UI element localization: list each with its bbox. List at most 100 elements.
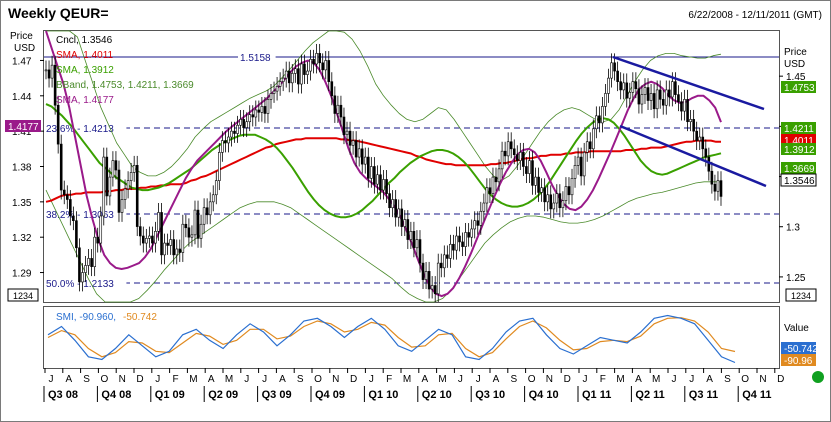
candle-body bbox=[537, 176, 540, 193]
y-tick-right-label: 1.3 bbox=[786, 223, 800, 234]
candle-body bbox=[108, 176, 112, 197]
quarter-label: Q2 11 bbox=[635, 389, 664, 401]
month-label: N bbox=[332, 374, 339, 385]
month-label: O bbox=[741, 374, 749, 385]
value-badge bbox=[781, 122, 816, 134]
candle-body bbox=[446, 254, 449, 259]
candle-body bbox=[582, 152, 586, 177]
candle-body bbox=[227, 136, 230, 144]
candle-body bbox=[604, 93, 607, 107]
candle-body bbox=[132, 165, 136, 173]
candle-body bbox=[683, 99, 686, 112]
y-tick-right-label: 1.25 bbox=[786, 273, 806, 284]
candle-body bbox=[686, 99, 689, 123]
candle-body bbox=[47, 69, 51, 79]
candle-body bbox=[634, 81, 638, 90]
candle-body bbox=[154, 231, 157, 244]
candle-body bbox=[287, 70, 291, 84]
quarter-label: Q1 10 bbox=[368, 389, 398, 401]
price-label-right-1: Price bbox=[784, 47, 807, 58]
candle-body bbox=[479, 210, 483, 226]
candle-body bbox=[336, 104, 340, 114]
candle-body bbox=[172, 239, 176, 256]
candle-body bbox=[695, 130, 698, 141]
candle-body bbox=[257, 109, 261, 113]
candle-body bbox=[680, 101, 683, 112]
month-label: J bbox=[476, 374, 481, 385]
candle-body bbox=[698, 136, 702, 141]
candle-body bbox=[93, 236, 96, 267]
candle-body bbox=[491, 176, 495, 194]
smi-line bbox=[47, 314, 736, 364]
candle-body bbox=[567, 186, 571, 196]
candle-body bbox=[205, 207, 209, 216]
candle-body bbox=[211, 194, 215, 203]
candle-body bbox=[363, 156, 367, 165]
y-tick-left-label: 1.32 bbox=[12, 233, 32, 244]
quarter-label: Q3 10 bbox=[475, 389, 505, 401]
value-badge bbox=[781, 162, 816, 174]
candle-body bbox=[75, 220, 78, 249]
month-label: A bbox=[493, 374, 500, 385]
candle-body bbox=[382, 179, 385, 191]
candle-body bbox=[138, 226, 142, 237]
scale-box-left[interactable] bbox=[7, 288, 39, 302]
scale-box-right[interactable] bbox=[785, 288, 817, 302]
candle-body bbox=[461, 241, 464, 247]
candle-body bbox=[658, 89, 662, 100]
candle-body bbox=[412, 231, 416, 249]
candle-body bbox=[677, 94, 680, 102]
candle-body bbox=[643, 87, 647, 95]
candle-body bbox=[297, 68, 300, 85]
candle-body bbox=[318, 53, 321, 64]
candle-body bbox=[306, 70, 309, 75]
legend-entry: Cncl, 1.3546 bbox=[56, 35, 113, 46]
month-label: O bbox=[101, 374, 109, 385]
price-label-left-1: Price bbox=[10, 31, 33, 42]
candle-body bbox=[181, 223, 185, 253]
candle-body bbox=[230, 130, 233, 138]
candle-body bbox=[570, 177, 574, 196]
candle-body bbox=[473, 220, 477, 230]
candle-body bbox=[443, 254, 446, 269]
candle-body bbox=[281, 77, 285, 82]
trend-line bbox=[619, 124, 767, 188]
month-label: S bbox=[510, 374, 517, 385]
month-label: N bbox=[119, 374, 126, 385]
month-label: F bbox=[386, 374, 392, 385]
quarter-label: Q3 11 bbox=[689, 389, 718, 401]
status-indicator-icon[interactable] bbox=[812, 371, 824, 383]
candle-body bbox=[354, 140, 358, 158]
price-legend: Cncl, 1.3546 SMA, 1.4011 SMA, 1.3912 BBand,… bbox=[56, 35, 194, 106]
value-badge-label: 1.4011 bbox=[784, 136, 814, 147]
candle-body bbox=[704, 148, 708, 158]
candle-body bbox=[427, 271, 431, 290]
month-label: M bbox=[652, 374, 660, 385]
left-value-badge-label: 1.4177 bbox=[8, 122, 39, 133]
candle-body bbox=[692, 119, 695, 132]
month-label: D bbox=[777, 374, 784, 385]
candle-body bbox=[701, 136, 705, 150]
candle-body bbox=[494, 176, 498, 183]
candle-body bbox=[488, 187, 492, 194]
smi-axis-label: Value bbox=[784, 323, 809, 334]
quarter-label: Q4 10 bbox=[529, 389, 559, 401]
candle-body bbox=[157, 212, 160, 232]
legend-entry: SMA, 1.4011 bbox=[56, 50, 114, 61]
candle-body bbox=[272, 90, 276, 94]
candle-body bbox=[357, 148, 361, 158]
fib-levels: 1.5158 23.6% - 1.4213 38.2% - 1.3063 50.0% … bbox=[44, 51, 779, 290]
candle-body bbox=[500, 150, 504, 170]
candle-body bbox=[342, 116, 346, 135]
smi-badge-label: -50.742 bbox=[784, 344, 818, 355]
smi-legend: SMI, -90.960, -50.742 bbox=[56, 312, 157, 323]
candle-body bbox=[482, 202, 486, 212]
smi-badges: -50.742-90.96 bbox=[781, 342, 818, 367]
candle-body bbox=[199, 223, 203, 239]
candle-body bbox=[145, 238, 148, 244]
month-label: J bbox=[49, 374, 54, 385]
candle-body bbox=[610, 62, 613, 79]
candle-body bbox=[126, 180, 130, 190]
candle-body bbox=[62, 189, 66, 196]
